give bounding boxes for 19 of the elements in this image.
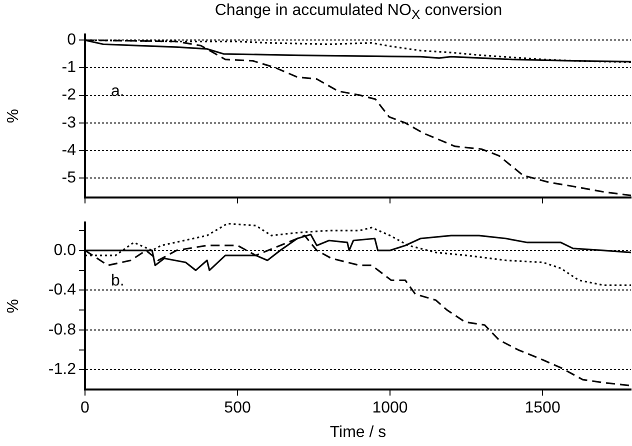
y-tick-label: -5 [62,169,76,186]
y-tick-label: -1.2 [48,361,76,378]
y-tick-label: -4 [62,142,76,159]
y-tick-label: -1 [62,59,76,76]
x-tick-label: 500 [224,400,251,417]
y-axis-title: % [5,108,22,124]
y-tick-label: -2 [62,86,76,104]
x-tick-label: 0 [80,400,90,417]
y-tick-label: 0.0 [54,242,76,259]
annotation: b. [111,272,124,290]
y-tick-label: -3 [62,114,76,132]
x-tick-label: 1000 [372,400,408,417]
y-axis-title: % [5,298,22,314]
y-tick-label: -0.4 [48,282,76,299]
y-tick-label: -0.8 [48,321,76,338]
x-axis-title: Time / s [330,424,386,441]
y-tick-label: 0 [67,32,76,49]
chart-title: Change in accumulated NO$_{X}$ conversion [214,1,504,22]
x-tick-label: 1500 [524,400,560,417]
